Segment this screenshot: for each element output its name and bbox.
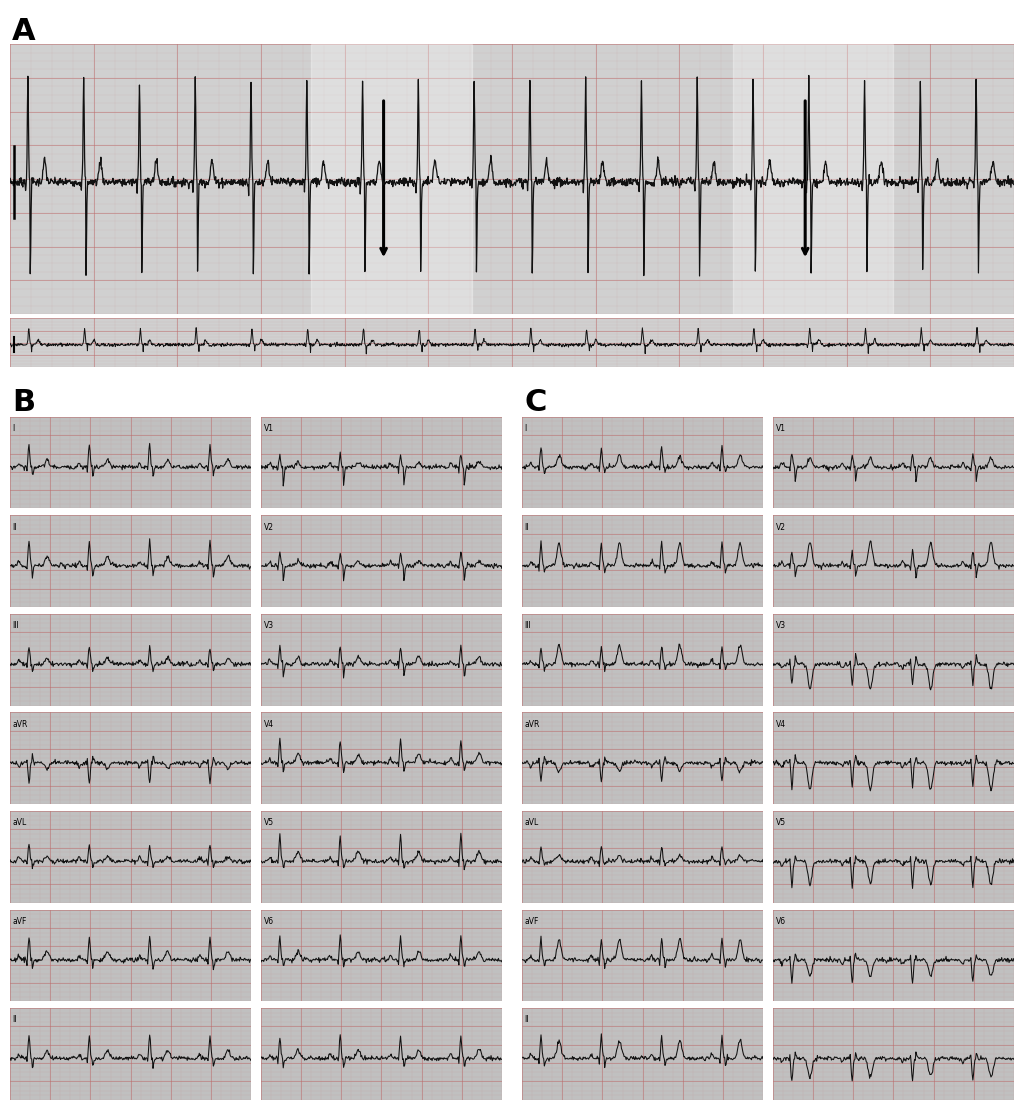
Text: aVR: aVR: [524, 720, 540, 728]
Text: V3: V3: [775, 622, 785, 630]
Text: III: III: [524, 622, 531, 630]
Text: II: II: [524, 1015, 529, 1025]
Text: V5: V5: [775, 819, 785, 828]
Text: V6: V6: [263, 917, 273, 926]
Text: A: A: [12, 17, 36, 45]
Text: V6: V6: [775, 917, 785, 926]
Text: II: II: [12, 522, 17, 532]
Text: aVF: aVF: [12, 917, 27, 926]
Text: V1: V1: [775, 424, 785, 433]
Text: aVR: aVR: [12, 720, 28, 728]
Text: I: I: [524, 424, 527, 433]
Bar: [311, 44, 472, 314]
Text: aVF: aVF: [524, 917, 539, 926]
Text: aVL: aVL: [12, 819, 27, 828]
Text: aVL: aVL: [524, 819, 539, 828]
Text: V2: V2: [775, 522, 785, 532]
Text: V1: V1: [263, 424, 273, 433]
Text: V4: V4: [263, 720, 273, 728]
Text: III: III: [12, 622, 19, 630]
Text: I: I: [12, 424, 15, 433]
Text: II: II: [12, 1015, 17, 1025]
Text: V4: V4: [775, 720, 785, 728]
Text: C: C: [524, 388, 547, 417]
Text: V3: V3: [263, 622, 273, 630]
Text: II: II: [524, 522, 529, 532]
Bar: [733, 44, 893, 314]
Text: V5: V5: [263, 819, 273, 828]
Text: B: B: [12, 388, 36, 417]
Text: V2: V2: [263, 522, 273, 532]
